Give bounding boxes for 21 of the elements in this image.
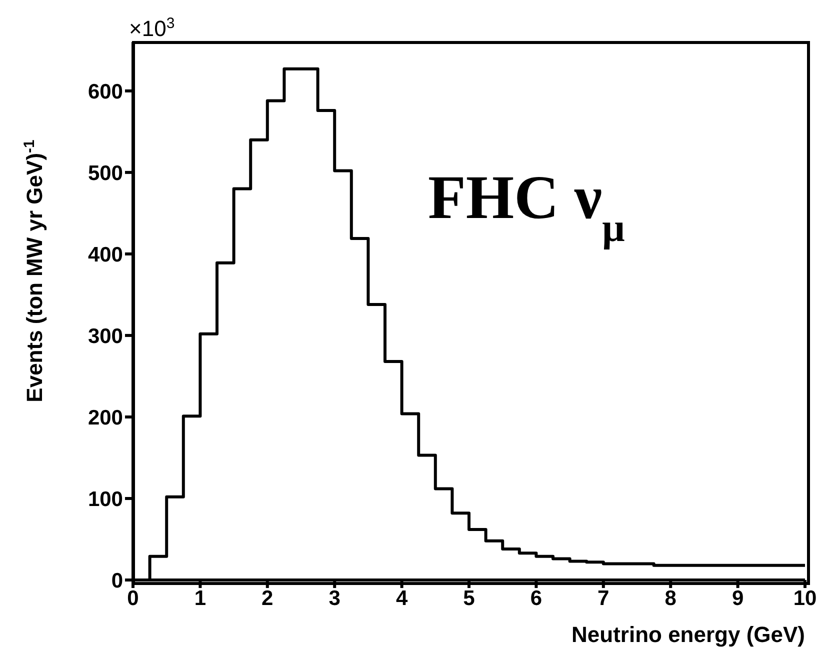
text: ×10$^{3}$ (129, 14, 175, 41)
x-tick-label: 8 (664, 586, 677, 610)
x-tick-label: 10 (793, 586, 817, 610)
x-tick-label: 3 (328, 586, 340, 610)
y-tick-label: 100 (88, 488, 123, 511)
x-tick-label: 0 (127, 586, 139, 610)
x-tick-label: 9 (732, 586, 744, 610)
y-tick-label: 400 (88, 243, 123, 266)
y-tick-label: 300 (88, 324, 123, 348)
y-tick-label: 500 (88, 162, 123, 185)
x-tick-label: 6 (530, 586, 542, 610)
x-tick-label: 1 (194, 586, 206, 610)
x-tick-label: 4 (396, 586, 408, 610)
x-tick-label: 7 (598, 586, 610, 610)
y-tick-label: 0 (111, 569, 123, 592)
annotation: FHC ν$_{μ}$ (428, 164, 626, 250)
x-tick-label: 2 (262, 586, 274, 610)
x-tick-label: 5 (463, 586, 476, 610)
y-tick-label: 600 (88, 80, 123, 104)
x-axis-title: Neutrino energy (GeV) (572, 622, 805, 647)
y-tick-label: 200 (88, 406, 123, 430)
